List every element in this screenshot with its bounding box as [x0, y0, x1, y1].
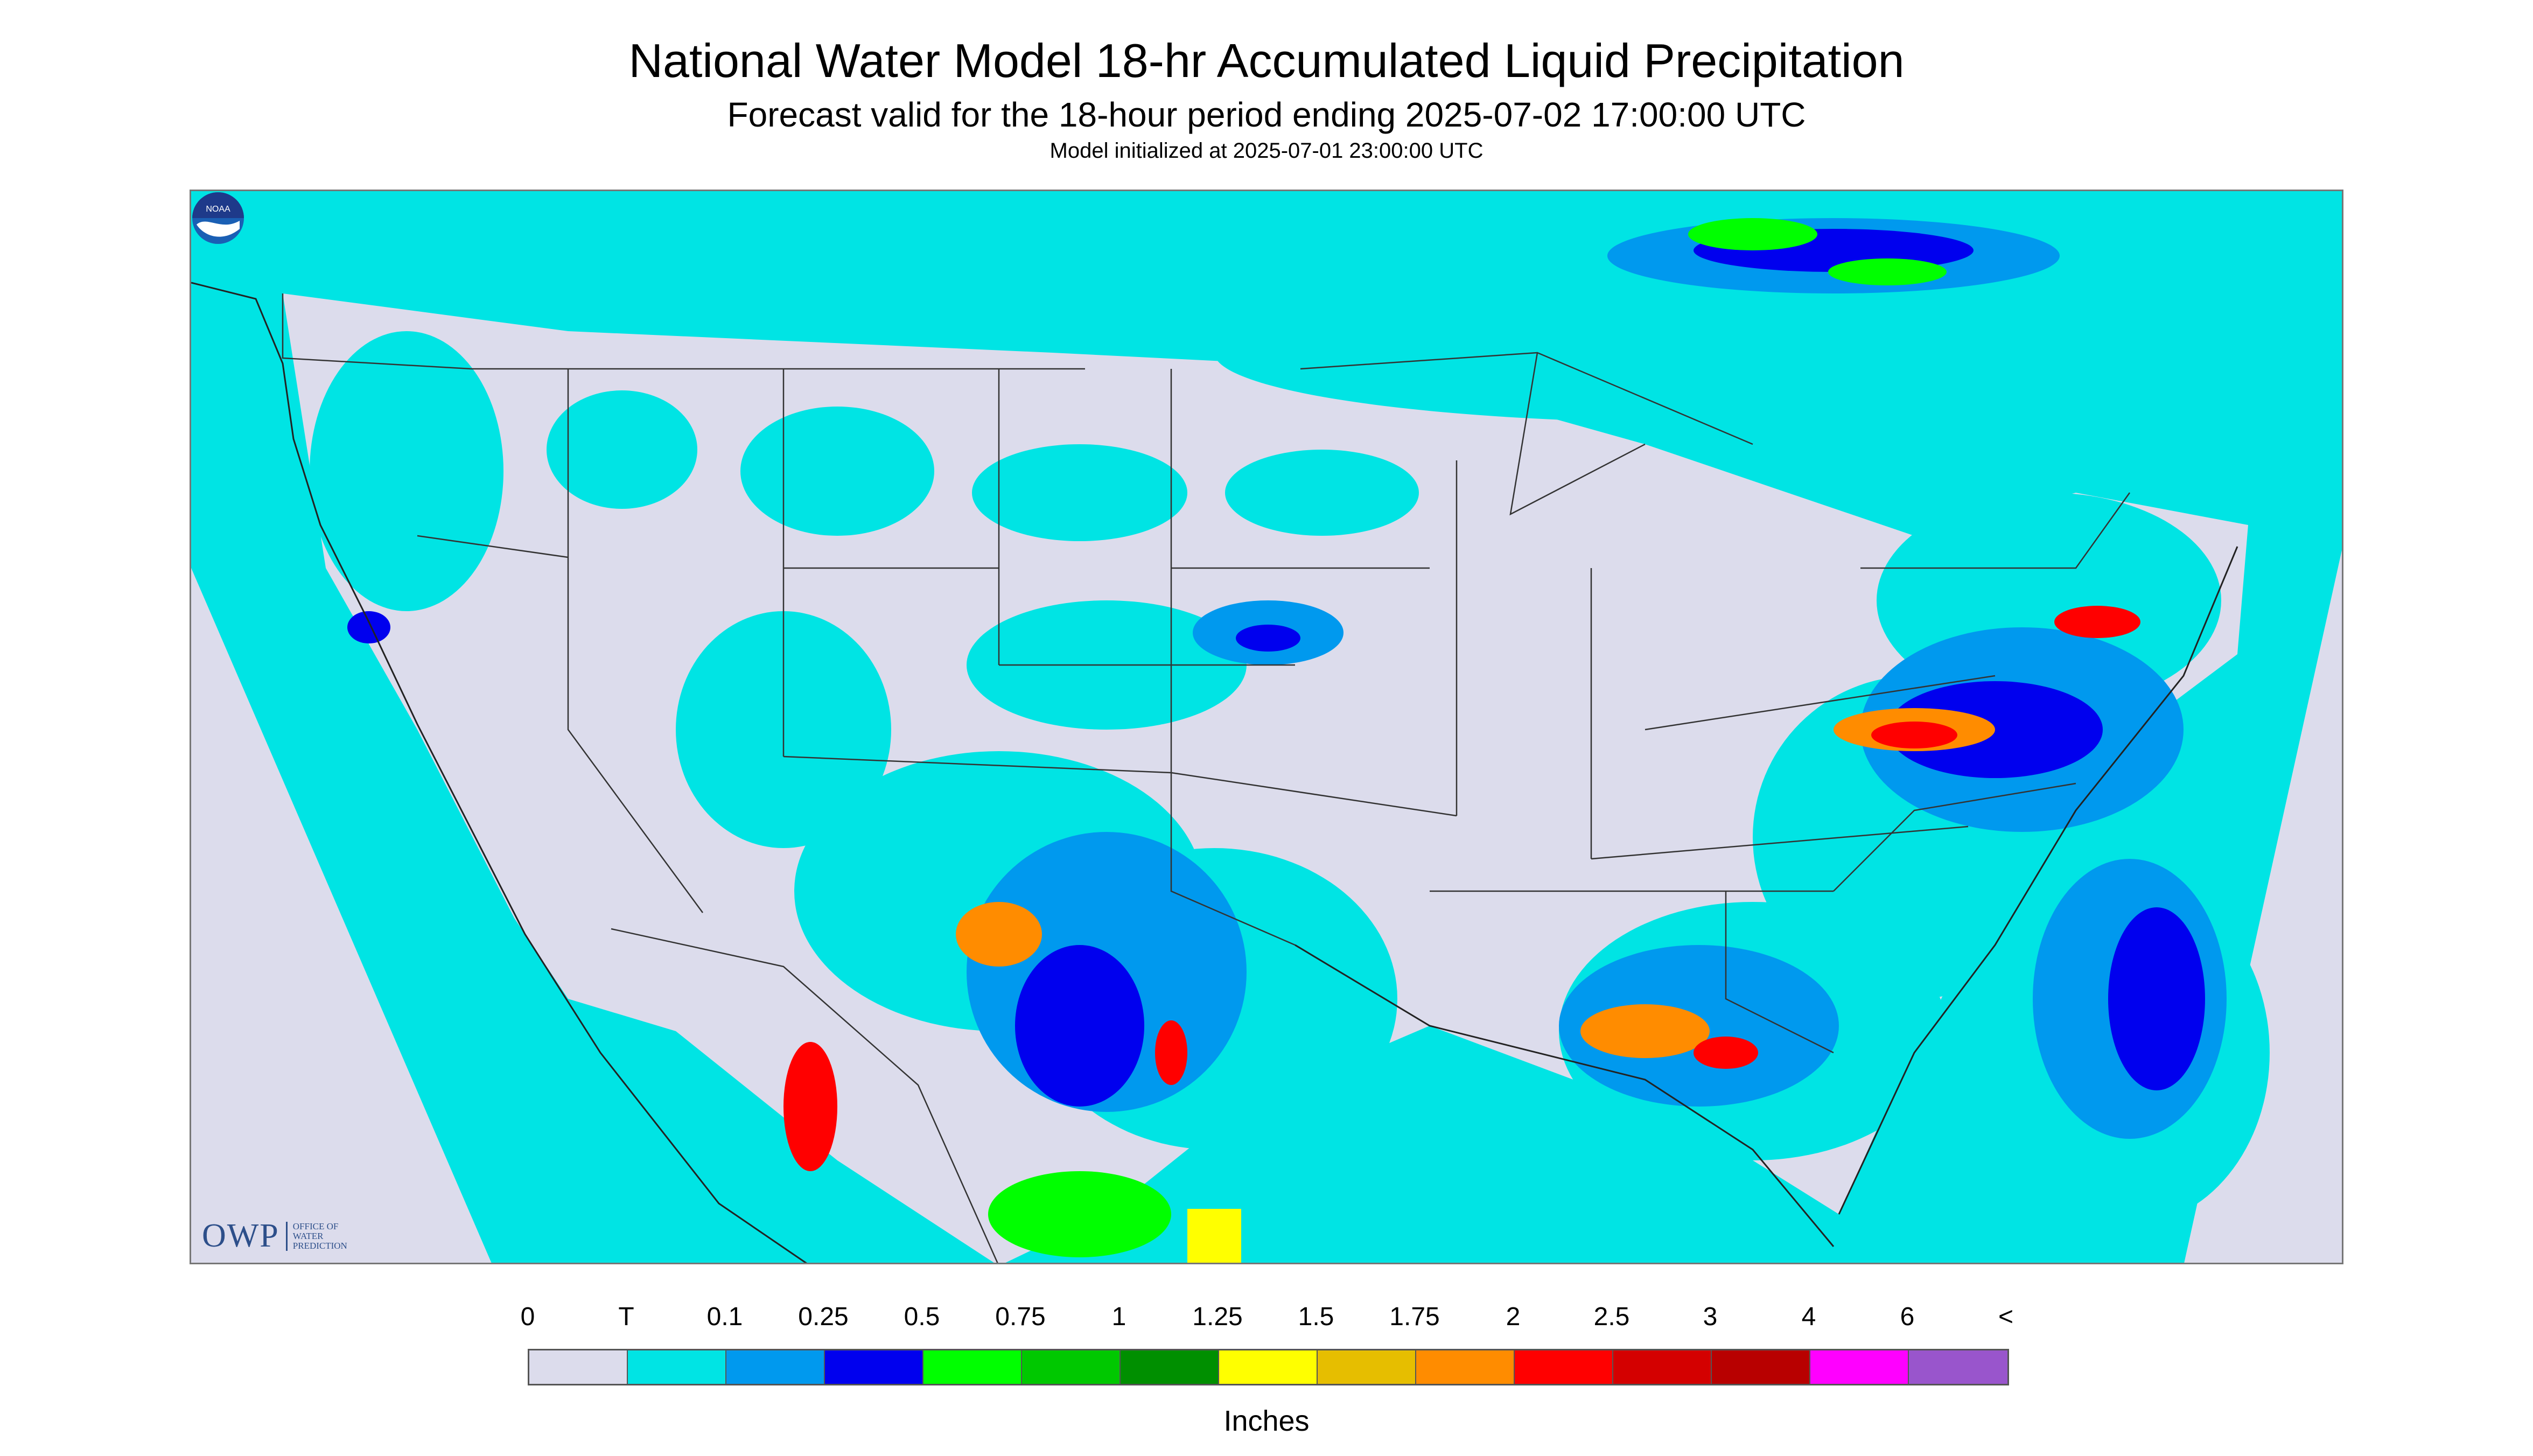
legend-tick-label: 0.1: [706, 1303, 743, 1331]
legend-swatch: [529, 1350, 628, 1384]
legend-units: Inches: [1223, 1405, 1310, 1437]
model-init-note: Model initialized at 2025-07-01 23:00:00…: [1049, 139, 1484, 163]
legend-tick-label: 0: [520, 1303, 535, 1331]
legend-tick-label: T: [618, 1303, 634, 1331]
legend-tick-label: 1: [1111, 1303, 1126, 1331]
legend-tick-label: 6: [1900, 1303, 1915, 1331]
legend-swatch: [1909, 1350, 2007, 1384]
legend-tick-label: 0.5: [904, 1303, 940, 1331]
forecast-valid-subtitle: Forecast valid for the 18-hour period en…: [727, 95, 1806, 134]
no-data-left: [191, 568, 492, 1263]
heavy-red-precip: [783, 606, 2140, 1171]
legend-tick-label: 2: [1506, 1303, 1521, 1331]
legend-swatch: [1121, 1350, 1219, 1384]
legend-swatch: [1219, 1350, 1318, 1384]
legend-swatch: [1318, 1350, 1416, 1384]
legend-tick-label: <: [1998, 1303, 2014, 1331]
yellow-precip: [1187, 1209, 1241, 1263]
legend-tick-label: 1.5: [1298, 1303, 1334, 1331]
precipitation-map[interactable]: OWP OFFICE OF WATER PREDICTION NOAA: [190, 190, 2343, 1264]
owp-logo-subtext: OFFICE OF WATER PREDICTION: [285, 1221, 368, 1251]
legend-tick-label: 4: [1801, 1303, 1816, 1331]
legend-tick-label: 2.5: [1593, 1303, 1630, 1331]
legend-swatch: [1515, 1350, 1613, 1384]
legend-tick-label: 3: [1703, 1303, 1718, 1331]
political-borders: [282, 293, 2131, 1263]
legend-swatch: [825, 1350, 923, 1384]
owp-logo-text: OWP: [202, 1217, 279, 1254]
map-title: National Water Model 18-hr Accumulated L…: [628, 34, 1905, 87]
noaa-logo-text: NOAA: [206, 205, 230, 214]
noaa-logo: NOAA: [192, 192, 244, 244]
legend-labels: 0 T 0.1 0.25 0.5 0.75 1 1.25 1.5 1.75 2 2.5 3 4 6 <: [0, 1302, 2533, 1340]
heavy-green-precip: [988, 218, 1947, 1257]
legend-swatch: [726, 1350, 825, 1384]
legend-swatch: [1416, 1350, 1515, 1384]
legend-tick-label: 0.25: [798, 1303, 849, 1331]
legend-tick-label: 1.25: [1192, 1303, 1243, 1331]
legend-swatch: [628, 1350, 726, 1384]
orange-precip: [956, 708, 1995, 1058]
coastline: [191, 282, 2238, 1263]
precip-field: [191, 191, 2342, 1263]
legend-tick-label: 1.75: [1389, 1303, 1440, 1331]
legend-swatch: [923, 1350, 1022, 1384]
legend-tick-label: 0.75: [995, 1303, 1046, 1331]
legend-swatch: [1810, 1350, 1909, 1384]
legend-colorbar: [528, 1349, 2009, 1385]
legend-swatch: [1613, 1350, 1712, 1384]
owp-logo: OWP OFFICE OF WATER PREDICTION: [202, 1217, 368, 1255]
legend-swatch: [1022, 1350, 1121, 1384]
legend-swatch: [1712, 1350, 1810, 1384]
